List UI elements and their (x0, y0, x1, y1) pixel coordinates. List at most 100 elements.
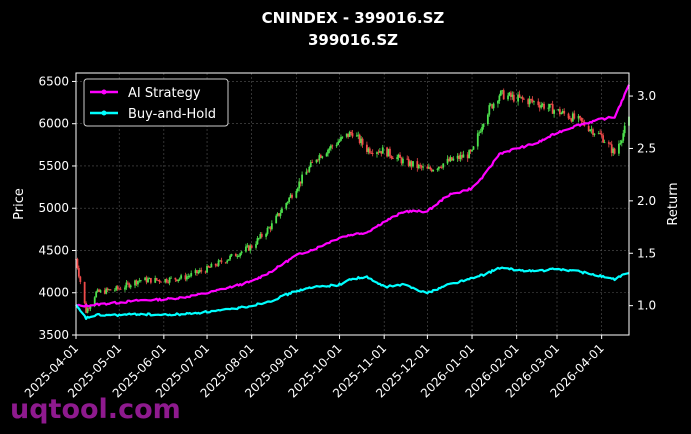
candle-body (345, 133, 348, 137)
candle-body (622, 133, 625, 141)
chart-subtitle: 399016.SZ (308, 31, 398, 49)
candle-body (88, 308, 90, 310)
y-tick-label-left: 5000 (38, 201, 69, 215)
candle-body (472, 146, 475, 150)
candle-body (440, 167, 443, 169)
candle-body (518, 94, 521, 98)
candle-body (270, 223, 273, 230)
candle-body (85, 302, 87, 313)
candle-body (278, 213, 280, 216)
candle-body (600, 134, 603, 136)
candle-body (299, 181, 302, 184)
candle-body (458, 155, 460, 160)
candle-body (370, 152, 373, 154)
candle-body (240, 251, 243, 254)
candle-body (296, 188, 299, 192)
candle-body (96, 289, 99, 292)
candle-body (590, 129, 593, 131)
candle-body (126, 282, 129, 284)
candle-body (400, 157, 403, 164)
candle-body (89, 305, 92, 309)
candle-body (306, 171, 309, 173)
candle-body (558, 109, 561, 115)
candle-body (197, 271, 200, 274)
candle-body (226, 260, 229, 263)
candle-body (537, 101, 540, 106)
candle-body (335, 144, 338, 147)
candle-body (289, 194, 292, 198)
candle-body (210, 263, 213, 268)
candle-body (209, 267, 211, 268)
candle-body (288, 197, 291, 203)
candle-body (582, 120, 584, 122)
candle-body (366, 144, 368, 152)
candle-body (275, 215, 278, 224)
candle-body (520, 96, 522, 98)
candle-body (177, 279, 180, 282)
candle-body (187, 276, 190, 278)
candle-body (412, 161, 414, 167)
candle-body (216, 265, 219, 267)
right-y-axis-label: Return (666, 182, 681, 225)
y-tick-label-left: 5500 (38, 159, 69, 173)
candle-body (165, 279, 168, 283)
candle-body (619, 142, 622, 144)
candle-body (560, 112, 563, 115)
candle-body (426, 166, 429, 169)
candle-body (155, 277, 158, 281)
candle-body (620, 140, 623, 143)
candle-body (402, 158, 404, 164)
series-line-buy-and-hold (75, 266, 630, 320)
candle-body (589, 129, 592, 132)
candle-body (116, 286, 119, 289)
candle-body (390, 156, 393, 158)
candle-body (331, 145, 334, 147)
candle-body (325, 153, 328, 157)
candle-body (236, 256, 239, 258)
candle-body (577, 115, 580, 119)
candle-body (115, 286, 118, 290)
candle-body (399, 154, 401, 158)
candle-body (508, 92, 511, 96)
watermark: uqtool.com (10, 394, 181, 425)
candle-body (137, 281, 139, 285)
candle-body (308, 166, 311, 172)
candle-body (341, 136, 344, 138)
candle-body (406, 158, 409, 160)
y-tick-label-left: 6500 (38, 74, 69, 88)
right-y-axis-ticks: 1.0 1.5 2.0 2.5 3.0 (629, 89, 656, 313)
y-tick-label-left: 3500 (38, 328, 69, 342)
candle-body (612, 148, 615, 153)
candle-body (351, 133, 354, 137)
candle-body (371, 153, 374, 154)
candle-body (265, 233, 267, 237)
candle-body (489, 104, 492, 106)
candle-body (266, 227, 269, 234)
candle-body (340, 137, 342, 141)
candle-body (543, 103, 545, 109)
legend-box (83, 78, 229, 127)
candle-body (83, 281, 86, 303)
candle-body (260, 233, 263, 237)
candle-body (531, 99, 534, 102)
candle-body (106, 288, 109, 290)
candle-body (419, 164, 422, 166)
candle-body (527, 99, 530, 105)
candle-body (301, 174, 303, 184)
candle-body (501, 90, 504, 92)
legend-marker-ai-strategy (101, 89, 107, 95)
candle-body (607, 142, 610, 144)
x-axis-ticks: 2025-04-012025-05-012025-06-012025-07-01… (22, 335, 607, 400)
candle-body (229, 255, 231, 260)
candle-body (553, 110, 556, 114)
candle-body (338, 140, 341, 143)
candle-body (246, 245, 249, 247)
candle-body (319, 155, 322, 158)
candle-body (184, 275, 187, 280)
candle-body (471, 149, 473, 152)
candle-body (79, 276, 82, 282)
candle-body (118, 288, 121, 290)
candle-body (256, 238, 259, 245)
candle-body (613, 148, 616, 154)
candle-body (618, 143, 620, 154)
